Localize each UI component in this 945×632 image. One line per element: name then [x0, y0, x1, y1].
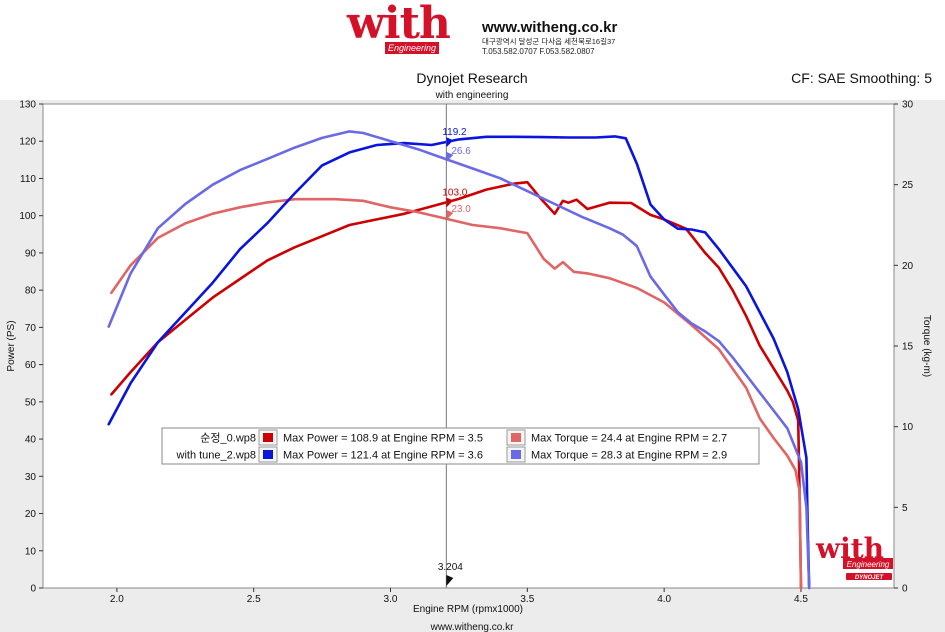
- right-tick-label: 20: [902, 261, 914, 272]
- legend-file-name: 순정_0.wp8: [200, 432, 256, 445]
- cursor-readout-value: 103.0: [442, 188, 467, 199]
- left-tick-label: 20: [25, 509, 37, 520]
- x-axis: 2.0 2.5 3.0 3.5 4.0 4.5: [110, 588, 808, 605]
- left-tick-label: 90: [25, 248, 37, 259]
- dynojet-mark-bg: [846, 573, 892, 580]
- left-tick-label: 120: [19, 137, 36, 148]
- right-tick-label: 5: [902, 503, 908, 514]
- company-address: 대구광역시 달성군 다사읍 세천북로16길37: [482, 37, 616, 46]
- right-axis-title: Torque (kg-m): [921, 315, 932, 377]
- cursor-readout-marker: [446, 151, 454, 162]
- x-tick-label: 4.5: [794, 594, 808, 605]
- cursor-readout-value: 119.2: [442, 127, 467, 138]
- brand-logo: with Engineering: [347, 0, 459, 56]
- cursor-layer[interactable]: 3.204 119.2 26.6 103.0 23.0: [438, 104, 471, 588]
- left-tick-label: 10: [25, 546, 37, 557]
- cursor-readout-marker: [446, 197, 454, 208]
- legend-torque-swatch: [511, 433, 521, 442]
- company-phone: T.053.582.0707 F.053.582.0807: [482, 47, 595, 56]
- left-tick-label: 100: [19, 211, 36, 222]
- company-info: www.witheng.co.kr 대구광역시 달성군 다사읍 세천북로16길3…: [482, 20, 682, 57]
- left-tick-label: 80: [25, 286, 37, 297]
- right-tick-label: 0: [902, 584, 908, 595]
- cursor-readout-marker: [446, 209, 454, 220]
- legend-torque-swatch: [511, 450, 521, 459]
- right-tick-label: 15: [902, 342, 914, 353]
- left-tick-label: 0: [30, 584, 36, 595]
- left-tick-label: 110: [20, 174, 36, 185]
- cursor-readout-value: 23.0: [451, 204, 471, 215]
- left-tick-label: 30: [25, 472, 37, 483]
- right-axis: 0 5 10 15 20 25 30: [894, 100, 914, 595]
- legend-power-text: Max Power = 108.9 at Engine RPM = 3.5: [283, 433, 483, 445]
- right-tick-label: 30: [902, 100, 914, 111]
- legend-power-swatch: [263, 433, 273, 442]
- watermark-sub-bg: [843, 558, 893, 569]
- series-line-3: [107, 130, 811, 590]
- left-axis-title: Power (PS): [6, 320, 17, 371]
- company-site[interactable]: www.witheng.co.kr: [482, 19, 618, 36]
- watermark-sub: Engineering: [847, 560, 890, 569]
- chart-title: Dynojet Research: [416, 70, 527, 86]
- left-tick-label: 40: [25, 435, 37, 446]
- series-line-1: [110, 197, 803, 590]
- brand-logo-word: with: [347, 0, 451, 49]
- left-axis: 0 10 20 30 40 50 60 70 80 90 100 110 120 130: [19, 100, 43, 595]
- left-tick-label: 50: [25, 397, 37, 408]
- x-tick-label: 3.5: [520, 594, 534, 605]
- legend-torque-text: Max Torque = 24.4 at Engine RPM = 2.7: [531, 433, 727, 445]
- chart-subtitle: with engineering: [435, 90, 509, 101]
- cursor-readout-marker: [446, 137, 454, 148]
- x-tick-label: 2.0: [110, 594, 124, 605]
- dynojet-mark: DYNOJET: [855, 575, 885, 581]
- plot-area: [42, 103, 895, 589]
- left-tick-label: 70: [25, 323, 37, 334]
- rpm-cursor-value: 3.204: [438, 562, 463, 573]
- right-tick-label: 10: [902, 422, 914, 433]
- series-line-0: [110, 180, 803, 590]
- legend-power-swatch: [263, 450, 273, 459]
- rpm-cursor-marker: [446, 575, 454, 586]
- brand-logo-sub: Engineering: [385, 42, 440, 54]
- series-line-2: [107, 135, 811, 590]
- x-tick-label: 2.5: [247, 594, 261, 605]
- left-tick-label: 130: [19, 100, 36, 111]
- right-tick-label: 25: [902, 180, 914, 191]
- left-tick-label: 60: [25, 360, 37, 371]
- cursor-readout-value: 26.6: [451, 146, 471, 157]
- correction-factor: CF: SAE Smoothing: 5: [791, 70, 932, 86]
- legend-file-name: with tune_2.wp8: [176, 450, 257, 462]
- footer-site[interactable]: www.witheng.co.kr: [430, 622, 514, 632]
- x-tick-label: 4.0: [657, 594, 671, 605]
- x-tick-label: 3.0: [384, 594, 398, 605]
- x-axis-title: Engine RPM (rpmx1000): [413, 604, 523, 615]
- legend: 순정_0.wp8 Max Power = 108.9 at Engine RPM …: [161, 427, 760, 465]
- legend-torque-text: Max Torque = 28.3 at Engine RPM = 2.9: [531, 450, 727, 462]
- series-layer: [107, 130, 811, 590]
- legend-power-text: Max Power = 121.4 at Engine RPM = 3.6: [283, 450, 483, 462]
